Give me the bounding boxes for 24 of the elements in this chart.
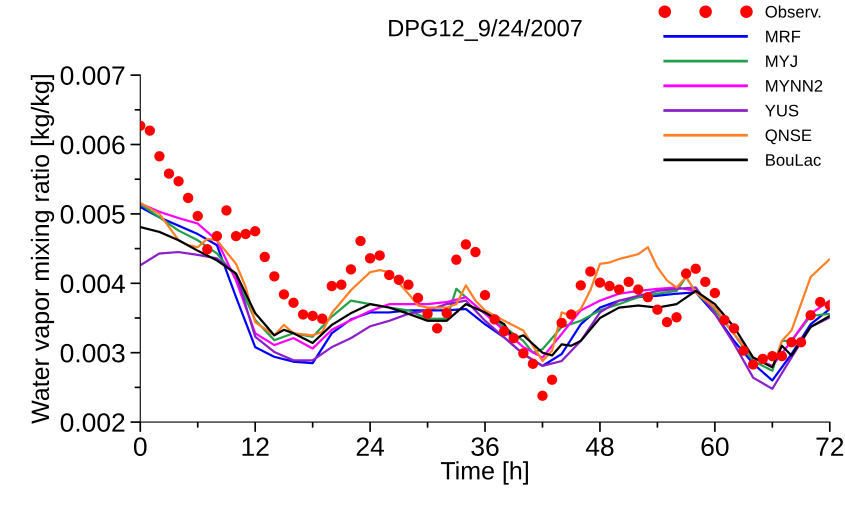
y-tick-label: 0.006 <box>60 136 125 154</box>
x-tick-label: 12 <box>242 437 269 456</box>
y-tick-label: 0.007 <box>60 66 124 85</box>
chart-title: DPG12_9/24/2007 <box>389 19 582 41</box>
legend-label: MYJ <box>766 55 797 68</box>
legend-label: MRF <box>766 30 800 42</box>
legend-label: MYNN2 <box>766 80 822 92</box>
legend-label: BouLac <box>766 154 821 166</box>
legend-label: Observ. <box>766 5 820 18</box>
y-tick-label: 0.002 <box>60 413 124 432</box>
x-tick-label: 60 <box>702 437 729 456</box>
x-tick-label: 36 <box>471 437 499 456</box>
x-tick-label: 48 <box>586 437 614 456</box>
line-series <box>140 250 830 390</box>
x-axis-title: Time [h] <box>440 461 528 485</box>
y-axis-title: Water vapor mixing ratio [kg/kg] <box>30 75 54 424</box>
x-tick-label: 72 <box>816 437 844 456</box>
legend-label: QNSE <box>766 129 812 144</box>
y-tick-label: 0.003 <box>60 344 125 363</box>
legend-label: YUS <box>765 104 798 117</box>
y-tick-label: 0.004 <box>60 274 125 294</box>
x-tick-label: 24 <box>356 437 384 456</box>
x-tick-label: 0 <box>134 437 147 456</box>
y-tick-label: 0.005 <box>60 205 125 224</box>
